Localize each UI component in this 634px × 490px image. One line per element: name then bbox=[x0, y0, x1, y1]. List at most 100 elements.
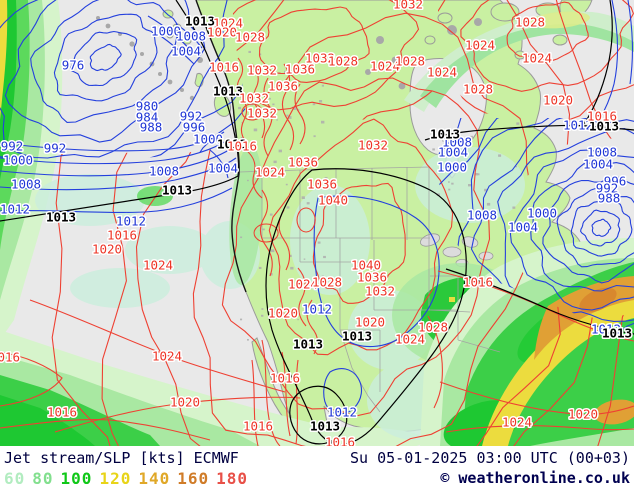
pressure-label: 1012 bbox=[591, 322, 621, 337]
pressure-label: 1032 bbox=[305, 51, 335, 66]
pressure-label: 1016 bbox=[243, 419, 273, 434]
pressure-label: 1016 bbox=[270, 371, 300, 386]
pressure-label: 1036 bbox=[268, 79, 298, 94]
pressure-label: 1028 bbox=[395, 54, 425, 69]
pressure-label: 976 bbox=[62, 58, 85, 73]
pressure-label: 1016 bbox=[209, 60, 239, 75]
jet-stream-shading bbox=[0, 0, 634, 446]
pressure-label: 1008 bbox=[176, 29, 206, 44]
pressure-label: 1024 bbox=[143, 258, 173, 273]
pressure-label: 992 bbox=[596, 181, 619, 196]
pressure-label: 992 bbox=[1, 139, 24, 154]
pressure-label: 1000 bbox=[151, 24, 181, 39]
scale-value: 60 bbox=[4, 469, 26, 488]
pressure-label: 1028 bbox=[312, 275, 342, 290]
pressure-labels: 9769809849889929961000992100010081004992… bbox=[0, 0, 634, 447]
pressure-label: 1012 bbox=[116, 214, 146, 229]
pressure-label: 1004 bbox=[208, 161, 238, 176]
pressure-label: 1004 bbox=[508, 220, 538, 235]
pressure-label: 1004 bbox=[438, 145, 468, 160]
pressure-label: 1036 bbox=[357, 270, 387, 285]
pressure-label: 980 bbox=[136, 99, 159, 114]
scale-value: 100 bbox=[60, 469, 93, 488]
pressure-label: 1013 bbox=[46, 210, 76, 225]
pressure-label: 1028 bbox=[328, 54, 358, 69]
pressure-label: 1024 bbox=[427, 65, 457, 80]
pressure-label: 1004 bbox=[171, 44, 201, 59]
pressure-label: 1012 bbox=[0, 202, 30, 217]
pressure-label: 1016 bbox=[325, 435, 355, 447]
pressure-label: 1032 bbox=[247, 106, 277, 121]
scale-value: 80 bbox=[32, 469, 54, 488]
pressure-label: 1036 bbox=[288, 155, 318, 170]
pressure-label: 1000 bbox=[3, 153, 33, 168]
pressure-label: 984 bbox=[136, 110, 159, 125]
pressure-label: 1008 bbox=[467, 208, 497, 223]
pressure-label: 1020 bbox=[92, 242, 122, 257]
pressure-label: 1024 bbox=[255, 165, 285, 180]
pressure-label: 1016 bbox=[107, 228, 137, 243]
pressure-label: 1024 bbox=[465, 38, 495, 53]
caption-bar: Jet stream/SLP [kts] ECMWF Su 05-01-2025… bbox=[0, 446, 634, 490]
west-coastline bbox=[195, 0, 247, 293]
pressure-label: 1032 bbox=[365, 284, 395, 299]
pressure-label: 1036 bbox=[285, 62, 315, 77]
pressure-label: 1032 bbox=[393, 0, 423, 12]
pressure-label: 1000 bbox=[437, 160, 467, 175]
isobars-red bbox=[0, 57, 634, 446]
weather-map: 9769809849889929961000992100010081004992… bbox=[0, 0, 634, 446]
pressure-label: 1020 bbox=[207, 25, 237, 40]
pressure-label: 1013 bbox=[310, 419, 340, 434]
pressure-label: 1036 bbox=[307, 177, 337, 192]
pressure-label: 1013 bbox=[213, 84, 243, 99]
pressure-label: 1013 bbox=[217, 137, 247, 152]
pressure-label: 992 bbox=[180, 109, 203, 124]
pressure-label: 996 bbox=[604, 174, 627, 189]
pressure-label: 996 bbox=[183, 120, 206, 135]
pressure-label: 1016 bbox=[0, 350, 20, 365]
pressure-label: 1013 bbox=[602, 326, 632, 341]
scale-value: 120 bbox=[99, 469, 132, 488]
pressure-label: 1020 bbox=[355, 315, 385, 330]
pressure-label: 1024 bbox=[152, 349, 182, 364]
pressure-label: 1016 bbox=[47, 405, 77, 420]
pressure-label: 1024 bbox=[522, 51, 552, 66]
pressure-label: 1032 bbox=[247, 63, 277, 78]
scale-value: 180 bbox=[216, 469, 249, 488]
pressure-label: 1008 bbox=[442, 135, 472, 150]
pressure-label: 1020 bbox=[170, 395, 200, 410]
pressure-label: 1000 bbox=[193, 132, 223, 147]
pressure-label: 1020 bbox=[568, 407, 598, 422]
pressure-label: 1012 bbox=[327, 405, 357, 420]
pressure-label: 1020 bbox=[268, 306, 298, 321]
pressure-label: 1000 bbox=[527, 206, 557, 221]
pressure-label: 1013 bbox=[430, 127, 460, 142]
pressure-label: 1008 bbox=[149, 164, 179, 179]
pressure-label: 1016 bbox=[587, 109, 617, 124]
pressure-label: 1016 bbox=[227, 139, 257, 154]
pressure-label: 1013 bbox=[185, 14, 215, 29]
isobars-blue bbox=[0, 0, 634, 415]
pressure-label: 1032 bbox=[239, 91, 269, 106]
pressure-label: 1013 bbox=[293, 337, 323, 352]
pressure-label: 1013 bbox=[162, 183, 192, 198]
jet-speed-scale: 60 80 100 120 140 160 180 bbox=[4, 469, 255, 488]
pressure-label: 1040 bbox=[351, 258, 381, 273]
pressure-label: 1012 bbox=[302, 302, 332, 317]
product-title: Jet stream/SLP [kts] ECMWF bbox=[4, 449, 239, 467]
valid-datetime: Su 05-01-2025 03:00 UTC (00+03) bbox=[350, 449, 630, 467]
pressure-label: 1024 bbox=[370, 59, 400, 74]
pressure-label: 1028 bbox=[463, 82, 493, 97]
pressure-label: 1004 bbox=[583, 157, 613, 172]
pressure-label: 1024 bbox=[502, 415, 532, 430]
pressure-label: 1040 bbox=[318, 193, 348, 208]
pressure-label: 1032 bbox=[358, 138, 388, 153]
credit-link[interactable]: © weatheronline.co.uk bbox=[440, 469, 630, 487]
pressure-label: 1012 bbox=[563, 118, 593, 133]
pressure-label: 1008 bbox=[11, 177, 41, 192]
scale-value: 160 bbox=[177, 469, 210, 488]
pressure-label: 1013 bbox=[589, 119, 619, 134]
pressure-label: 1016 bbox=[463, 275, 493, 290]
pressure-label: 1008 bbox=[587, 145, 617, 160]
